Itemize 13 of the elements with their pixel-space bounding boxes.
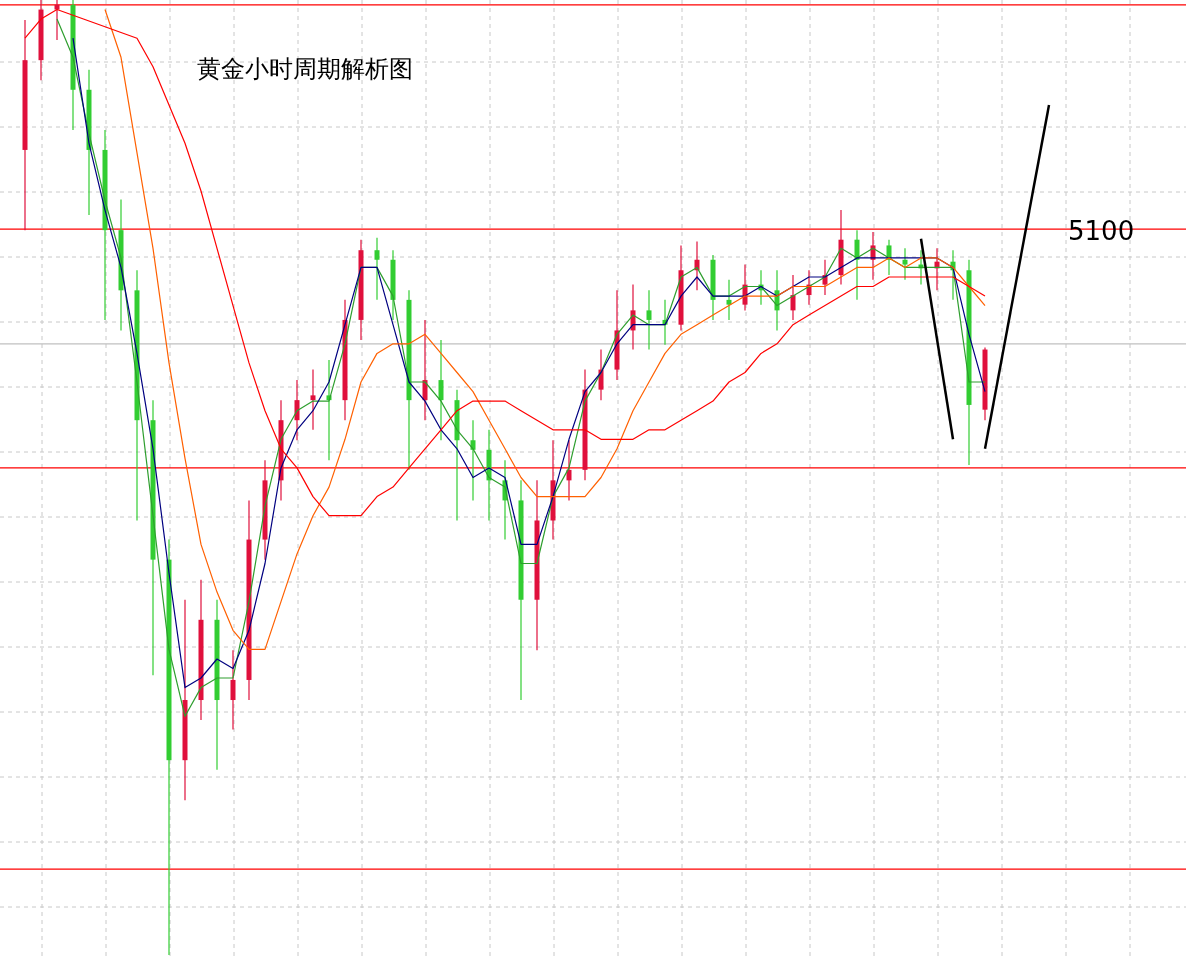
candlestick (566, 439, 572, 502)
candlestick (726, 279, 732, 321)
candlestick (374, 237, 380, 301)
candlestick (54, 0, 60, 41)
candlestick (902, 247, 908, 281)
candlestick (438, 339, 444, 441)
candlestick (310, 368, 316, 431)
text: 黄金小时周期解析图 (197, 55, 413, 83)
candlestick (790, 274, 796, 321)
candlestick (646, 289, 652, 351)
candlestick (470, 419, 476, 502)
candlestick (230, 649, 236, 731)
candlestick (598, 348, 604, 401)
